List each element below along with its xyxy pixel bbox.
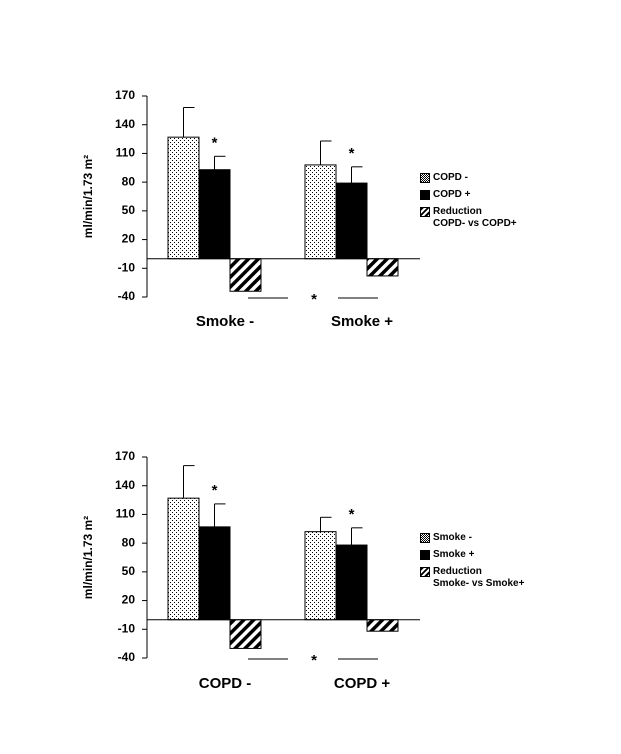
legend-item: Reduction Smoke- vs Smoke+ [420,566,524,590]
bar [335,182,368,260]
bar [335,544,368,621]
x-tick-label: Smoke - [196,313,254,330]
bar [304,531,337,621]
bar [198,169,231,260]
legend-label: COPD + [433,189,471,200]
y-tick-label: 140 [115,117,135,131]
legend: COPD - COPD + Reduction COPD- vs COPD+ [420,172,517,235]
y-tick-label: 110 [116,507,136,521]
y-tick-label: 80 [122,174,136,188]
bar [304,164,337,260]
y-axis-label: ml/min/1.73 m² [81,516,95,599]
legend-item: COPD - [420,172,517,184]
y-tick-label: 50 [122,203,136,217]
y-tick-label: 20 [122,593,136,607]
y-axis-label: ml/min/1.73 m² [81,155,95,238]
significance-marker: * [311,652,317,669]
significance-marker: * [212,134,218,151]
legend-swatch [420,550,430,560]
bar [167,497,200,621]
legend-swatch [420,533,430,543]
significance-marker: * [349,506,355,523]
legend-label: Smoke + [433,549,475,560]
y-tick-label: -40 [118,650,136,664]
bar [366,619,399,632]
y-tick-label: 50 [122,564,136,578]
x-tick-label: Smoke + [331,313,393,330]
y-tick-label: 170 [115,88,135,102]
y-tick-label: 80 [122,535,136,549]
y-tick-label: -40 [118,289,136,303]
x-tick-label: COPD + [334,675,391,692]
bar [366,258,399,277]
legend-swatch [420,190,430,200]
legend-label: Reduction COPD- vs COPD+ [433,206,517,229]
significance-marker: * [311,291,317,308]
significance-marker: * [212,482,218,499]
bar [229,258,262,292]
significance-marker: * [349,145,355,162]
y-tick-label: -10 [118,260,136,274]
legend-item: Smoke - [420,532,524,544]
legend-item: Reduction COPD- vs COPD+ [420,206,517,230]
bar [198,526,231,621]
y-tick-label: 140 [115,478,135,492]
x-tick-label: COPD - [199,675,252,692]
legend-item: Smoke + [420,549,524,561]
legend-swatch [420,567,430,577]
y-tick-label: 20 [122,232,136,246]
bar [229,619,262,649]
legend-label: Smoke - [433,532,472,543]
legend-swatch [420,207,430,217]
legend-label: Reduction Smoke- vs Smoke+ [433,566,525,589]
legend: Smoke - Smoke + Reduction Smoke- vs Smoke+ [420,532,524,595]
legend-swatch [420,173,430,183]
bar [167,136,200,260]
y-tick-label: -10 [118,621,136,635]
legend-label: COPD - [433,172,468,183]
y-tick-label: 170 [115,449,135,463]
y-tick-label: 110 [116,146,136,160]
legend-item: COPD + [420,189,517,201]
